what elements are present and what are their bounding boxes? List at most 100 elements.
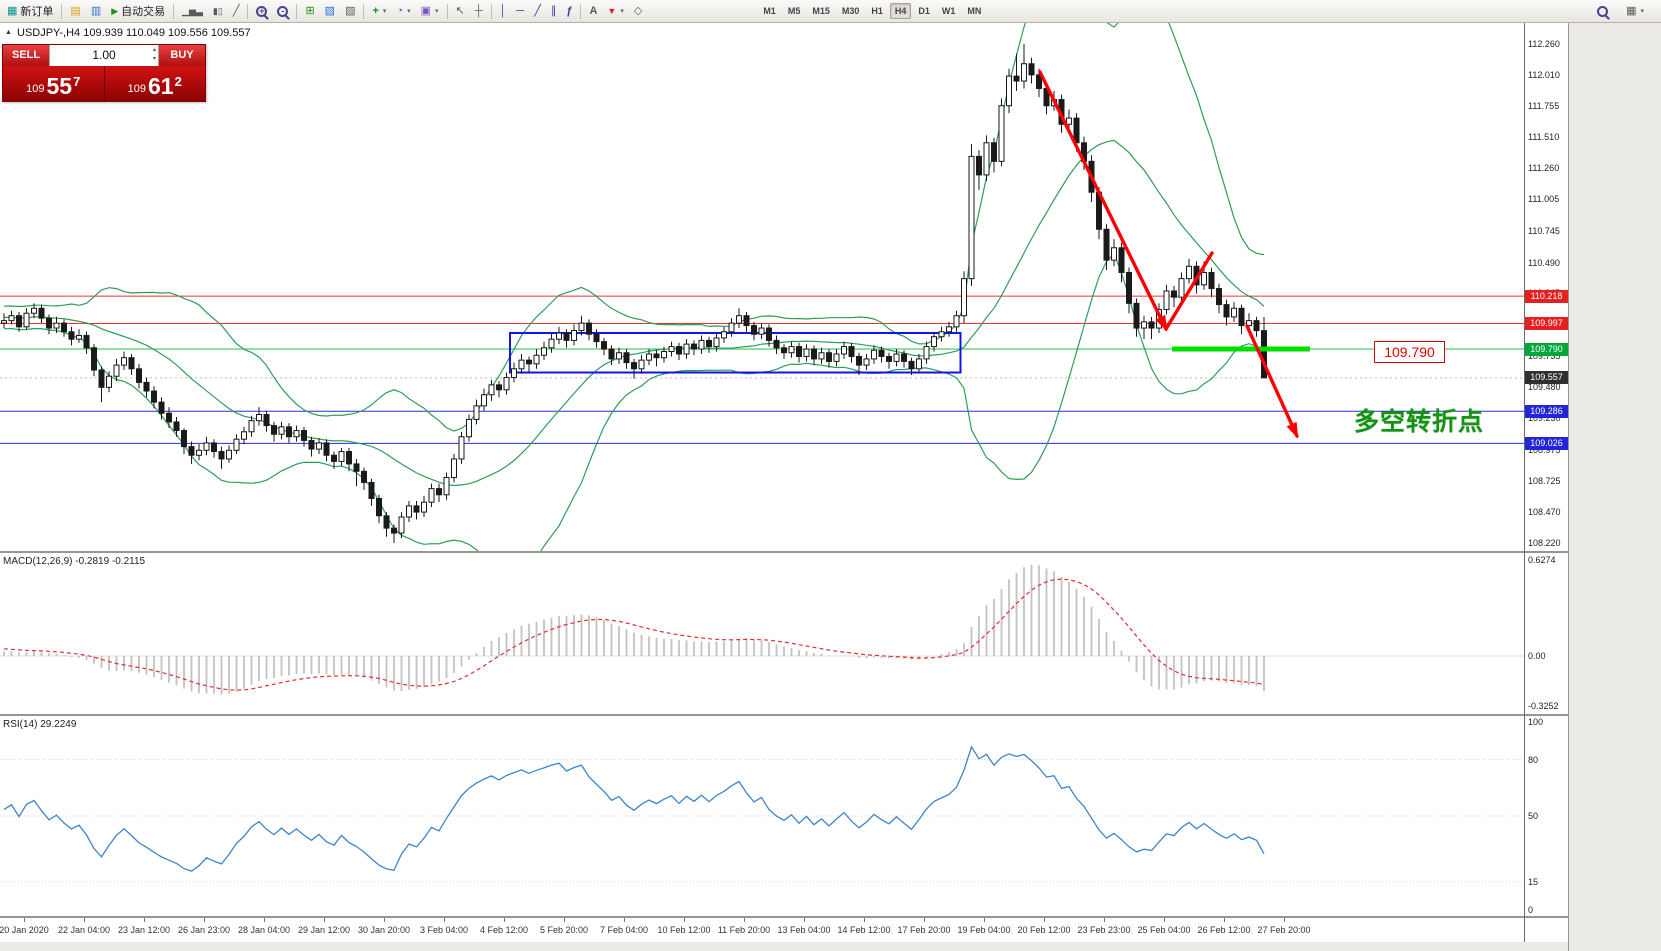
indicators-button[interactable]: + ▾ [367,1,391,22]
fibonacci-tool-button[interactable]: ƒ [561,1,577,22]
macd-panel-chart[interactable] [0,553,1524,714]
candle-chart-button[interactable]: ▮▯ [208,1,228,22]
candle [233,434,240,455]
time-axis-label: 27 Feb 20:00 [1257,925,1311,935]
candle [248,415,255,437]
candle [121,351,127,371]
time-axis-tick [1164,918,1165,922]
time-axis-tick [924,918,925,922]
main-chart[interactable] [0,23,1524,551]
cursor-tool-button[interactable]: ↖ [451,1,470,22]
crosshair-tool-button[interactable]: ┼ [470,1,488,22]
trend-arrow[interactable] [1038,70,1168,331]
timeframe-M1-button[interactable]: M1 [763,6,776,16]
candle [1006,68,1012,114]
timeframe-D1-button[interactable]: D1 [918,6,930,16]
rsi-panel-chart[interactable] [0,716,1524,916]
new-order-icon: ▦ [7,4,18,17]
tile-windows-button[interactable]: ⊞ [300,1,319,22]
text-tool-button[interactable]: A [584,1,602,22]
rsi-line [3,745,1265,872]
timeframe-M15-button[interactable]: M15 [812,6,830,16]
candle [136,363,142,389]
volume-up-button[interactable]: ▴ [152,47,156,53]
timeframe-H4-button[interactable]: H4 [889,3,912,19]
profiles-button[interactable]: ▤ [65,1,85,22]
templates-icon: ▣ [420,4,431,17]
candle [646,349,652,366]
price-axis[interactable]: 112.260 112.010 111.755 111.510 111.260 111.0… [1525,23,1568,942]
timeframe-H1-button[interactable]: H1 [871,6,883,16]
time-axis[interactable]: 20 Jan 2020 22 Jan 04:00 23 Jan 12:00 26 Ja… [0,918,1568,942]
time-axis-label: 29 Jan 12:00 [297,925,351,935]
candle [1126,267,1132,314]
rsi-axis-label: 80 [1528,754,1539,765]
cascade-windows-button[interactable]: ▧ [320,1,340,22]
channel-tool-button[interactable]: ∥ [546,1,562,22]
volume-down-button[interactable]: ▾ [152,56,156,62]
arrange-windows-button[interactable]: ▨ [340,1,360,22]
timeframe-M30-button[interactable]: M30 [841,6,860,16]
time-axis-label: 20 Jan 2020 [0,925,49,935]
candle [661,346,667,363]
turning-point-annotation[interactable]: 多空转折点 [1354,408,1485,436]
autotrade-button[interactable]: ▶ 自动交易 [106,1,170,22]
candle [443,472,450,500]
candle [466,414,472,442]
time-axis-label: 17 Feb 20:00 [897,925,951,935]
templates-button[interactable]: ▣ ▾ [416,1,444,22]
panel-resize-handle[interactable] [0,714,1568,716]
arrow-tool-button[interactable]: ▼ ▾ [602,1,628,22]
new-order-button[interactable]: ▦ 新订单 [2,1,58,22]
vertical-line-tool-button[interactable]: │ [495,1,512,22]
horizontal-line-tool-button[interactable]: ─ [511,1,529,22]
search-button[interactable] [1592,1,1613,22]
time-axis-label: 19 Feb 04:00 [957,925,1011,935]
sell-price-display[interactable]: 109 55 7 [3,66,105,101]
price-axis-label: 110.490 [1528,257,1560,268]
volume-input[interactable]: 1.00 ▴ ▾ [49,45,159,66]
timeframe-MN-button[interactable]: MN [967,6,982,16]
one-click-collapse-icon[interactable]: ▲ [5,29,12,36]
chevron-down-icon: ▾ [435,8,439,15]
time-axis-label: 30 Jan 20:00 [357,925,411,935]
periods-button[interactable]: ◔ ▾ [391,1,415,22]
consolidation-rectangle[interactable] [509,331,962,374]
panels-button[interactable]: ▦ ▾ [1621,1,1649,22]
time-axis-tick [24,918,25,922]
time-axis-label: 26 Feb 12:00 [1197,925,1251,935]
buy-price-display[interactable]: 109 61 2 [105,66,206,101]
price-callout-label[interactable]: 109.790 [1374,341,1445,363]
candle [46,314,52,335]
bar-chart-button[interactable]: ▁▅▃ [177,1,208,22]
candle [1118,242,1125,283]
trend-arrow[interactable] [1164,251,1214,331]
candle [1148,316,1155,340]
candle [968,144,975,287]
zoom-out-button[interactable]: - [272,1,293,22]
candle [713,332,720,352]
panel-resize-handle[interactable] [0,551,1568,553]
candle [203,436,210,456]
buy-price-prefix: 109 [127,83,147,95]
time-axis-label: 23 Jan 12:00 [117,925,171,935]
timeframe-W1-button[interactable]: W1 [941,6,956,16]
autotrade-label: 自动交易 [121,6,166,18]
line-chart-button[interactable]: ╱ [228,1,245,22]
time-axis-tick [1044,918,1045,922]
timeframe-M5-button[interactable]: M5 [787,6,801,16]
buy-button[interactable]: BUY [159,45,205,66]
sell-button[interactable]: SELL [3,45,49,66]
panel-resize-handle[interactable] [0,916,1568,918]
candle [706,336,712,353]
trendline-tool-button[interactable]: ╱ [529,1,546,22]
trend-arrow[interactable] [1245,324,1299,438]
shapes-tool-button[interactable]: ◇ [629,1,647,22]
candle [578,315,585,336]
arrange-windows-icon: ▨ [345,4,356,17]
candle [8,310,15,325]
zoom-in-button[interactable]: + [251,1,272,22]
market-watch-button[interactable]: ▥ [86,1,106,22]
candle [308,436,315,457]
time-axis-tick [684,918,685,922]
